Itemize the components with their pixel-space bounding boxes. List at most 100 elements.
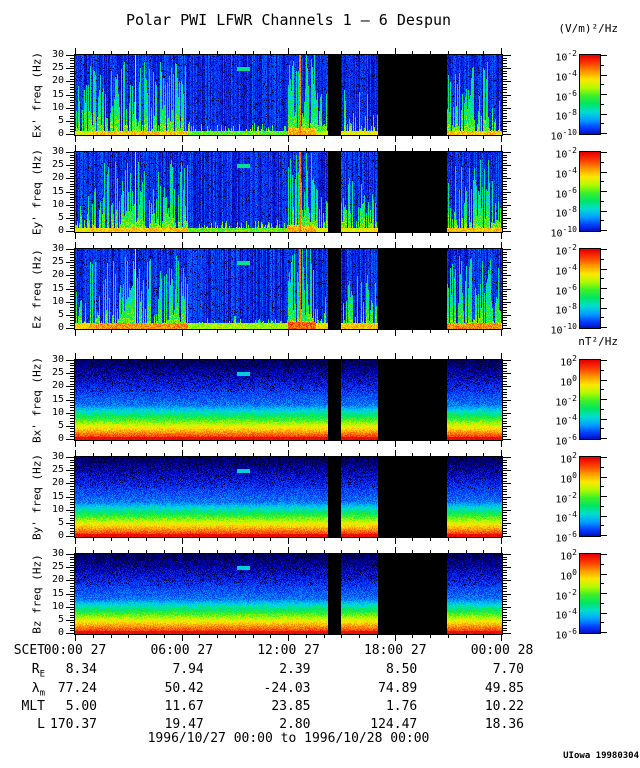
colorbar-tick-exponent: -8 — [567, 205, 577, 215]
credit-label: UIowa 19980304 — [563, 751, 639, 761]
y-tick-label: 0 — [57, 530, 64, 541]
colorbar-tick-base: 10 — [555, 91, 568, 103]
y-tick-label: 25 — [51, 464, 64, 476]
y-tick-label: 15 — [51, 282, 64, 294]
colorbar-tick-exponent: -6 — [567, 627, 577, 636]
ephemeris-value: 49.85 — [484, 681, 524, 696]
spectrogram-ex — [65, 45, 512, 145]
colorbar-tick-exponent: 0 — [572, 567, 577, 577]
colorbar-bz — [578, 544, 610, 644]
colorbar-tick-base: 10 — [555, 149, 568, 161]
y-tick-label: 5 — [57, 308, 64, 320]
y-tick-label: 0 — [57, 225, 64, 236]
colorbar-tick-exponent: -8 — [567, 108, 577, 118]
colorbar-tick-base: 10 — [555, 52, 568, 64]
ephemeris-row-label-text: MLT — [21, 699, 45, 714]
colorbar-tick-label: 10-6 — [529, 431, 577, 447]
y-tick-label: 30 — [51, 49, 64, 60]
colorbar-tick-label: 10-2 — [529, 144, 577, 161]
y-tick-label: 20 — [51, 477, 64, 489]
colorbar-tick-exponent: -4 — [567, 262, 577, 272]
ephemeris-value: 77.24 — [57, 681, 97, 696]
colorbar-tick-exponent: -6 — [567, 88, 577, 98]
colorbar-tick-exponent: 2 — [572, 451, 577, 460]
ephemeris-value: 50.42 — [164, 681, 204, 696]
colorbar-tick-base: 10 — [560, 551, 573, 563]
spectrogram-by — [65, 447, 512, 547]
ephemeris-value: 8.50 — [385, 662, 418, 677]
y-tick-label: 10 — [51, 101, 64, 113]
colorbar-tick-base: 10 — [555, 610, 568, 622]
colorbar-tick-label: 10-10 — [529, 126, 578, 142]
colorbar-tick-exponent: -2 — [567, 243, 577, 252]
colorbar-tick-label: 10-8 — [529, 203, 577, 220]
y-tick-label: 10 — [51, 295, 64, 307]
colorbar-tick-exponent: -10 — [562, 128, 577, 137]
colorbar-bx — [578, 350, 610, 450]
ephemeris-value: 170.37 — [50, 717, 97, 732]
ephemeris-value: -24.03 — [263, 681, 311, 696]
colorbar-ey — [578, 142, 610, 242]
colorbar-ez — [578, 239, 610, 339]
colorbar-tick-label: 10-10 — [529, 223, 578, 240]
colorbar-tick-label: 100 — [529, 372, 577, 388]
colorbar-tick-exponent: -2 — [567, 587, 577, 597]
colorbar-tick-exponent: 0 — [572, 373, 577, 383]
colorbar-tick-label: 10-2 — [529, 47, 577, 64]
colorbar-tick-base: 10 — [555, 590, 568, 602]
y-tick-label: 0 — [57, 433, 64, 444]
colorbar-tick-exponent: -6 — [567, 185, 577, 195]
y-tick-label: 5 — [57, 419, 64, 431]
colorbar-tick-label: 10-6 — [529, 625, 577, 641]
y-tick-label: 15 — [51, 393, 64, 405]
y-tick-label: 0 — [57, 627, 64, 638]
ephemeris-value: 8.34 — [65, 662, 97, 677]
ephemeris-row-label-text: SCET — [13, 643, 45, 658]
colorbar-tick-base: 10 — [550, 228, 563, 240]
y-tick-label: 30 — [51, 451, 64, 462]
ephemeris-row-label-text: L — [37, 717, 45, 732]
time-tick-label: 00:00 28 — [470, 643, 534, 658]
spectrogram-ez — [65, 239, 512, 339]
ephemeris-value: 5.00 — [65, 699, 97, 714]
colorbar-tick-base: 10 — [550, 325, 563, 337]
colorbar-ex — [578, 45, 610, 145]
y-tick-label: 30 — [51, 146, 64, 157]
time-tick-label: 12:00 27 — [257, 643, 320, 658]
colorbar-tick-base: 10 — [555, 396, 568, 408]
y-tick-label: 25 — [51, 256, 64, 268]
ephemeris-value: 2.39 — [279, 662, 311, 677]
time-tick-label: 00:00 27 — [43, 643, 107, 658]
colorbar-tick-base: 10 — [555, 416, 568, 428]
y-tick-label: 10 — [51, 406, 64, 418]
colorbar-tick-exponent: 2 — [572, 354, 577, 363]
ephemeris-value: 2.80 — [279, 717, 311, 732]
colorbar-tick-exponent: -6 — [567, 433, 577, 442]
time-tick-label: 06:00 27 — [150, 643, 214, 658]
colorbar-tick-base: 10 — [560, 357, 573, 369]
colorbar-tick-label: 100 — [529, 469, 577, 485]
ephemeris-value: 124.47 — [370, 717, 418, 732]
colorbar-tick-base: 10 — [555, 208, 568, 220]
colorbar-tick-label: 10-2 — [529, 489, 577, 505]
y-tick-label: 0 — [57, 128, 64, 139]
colorbar-tick-base: 10 — [555, 72, 568, 84]
y-tick-label: 15 — [51, 185, 64, 197]
ephemeris-row-label-l: L — [0, 717, 45, 732]
y-tick-label: 20 — [51, 380, 64, 392]
ephemeris-value: 11.67 — [164, 699, 204, 714]
colorbar-tick-label: 10-2 — [529, 241, 577, 257]
time-tick-label: 18:00 27 — [363, 643, 427, 658]
y-tick-label: 20 — [51, 172, 64, 184]
colorbar-tick-label: 10-2 — [529, 392, 577, 408]
colorbar-tick-exponent: -8 — [567, 302, 577, 312]
y-tick-label: 10 — [51, 600, 64, 612]
colorbar-tick-label: 10-2 — [529, 586, 577, 602]
y-tick-label: 0 — [57, 322, 64, 333]
ephemeris-row-label-mlt: MLT — [0, 699, 45, 714]
colorbar-tick-base: 10 — [555, 285, 568, 297]
ephemeris-row-label-text: λ — [31, 681, 40, 696]
colorbar-tick-base: 10 — [560, 454, 573, 466]
y-tick-label: 15 — [51, 587, 64, 599]
plot-title: Polar PWI LFWR Channels 1 – 6 Despun — [125, 11, 452, 29]
